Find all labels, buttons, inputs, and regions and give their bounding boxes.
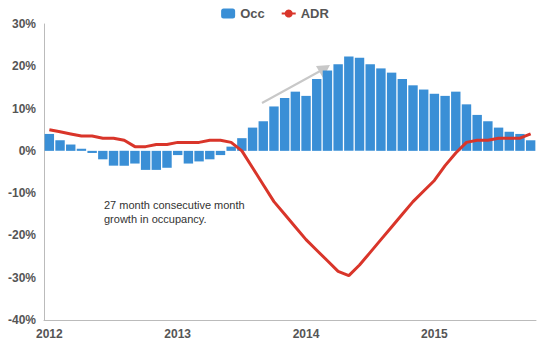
svg-text:20%: 20%: [12, 59, 36, 73]
svg-text:2014: 2014: [293, 327, 320, 341]
svg-text:-40%: -40%: [8, 313, 36, 327]
svg-text:2015: 2015: [421, 327, 448, 341]
svg-text:10%: 10%: [12, 102, 36, 116]
svg-text:ADR: ADR: [301, 6, 330, 21]
svg-text:Occ: Occ: [240, 6, 265, 21]
svg-text:27 month consecutive month: 27 month consecutive month: [104, 199, 245, 211]
svg-text:2013: 2013: [164, 327, 191, 341]
svg-text:2012: 2012: [36, 327, 63, 341]
svg-text:-20%: -20%: [8, 228, 36, 242]
svg-text:0%: 0%: [19, 144, 37, 158]
svg-text:30%: 30%: [12, 17, 36, 31]
svg-text:-10%: -10%: [8, 186, 36, 200]
svg-text:-30%: -30%: [8, 271, 36, 285]
svg-text:growth in occupancy.: growth in occupancy.: [104, 213, 207, 225]
